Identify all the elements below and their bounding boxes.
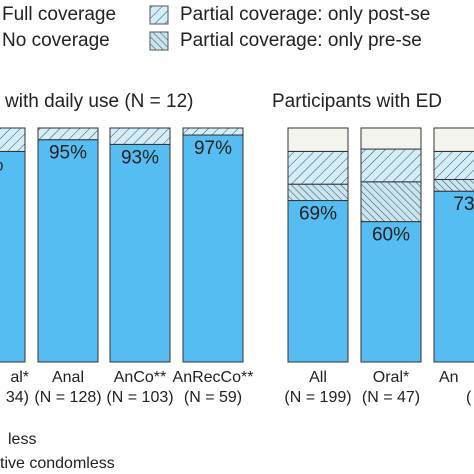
bar-hatch — [361, 149, 421, 182]
bar-segment — [38, 139, 98, 362]
value-label: 93% — [121, 147, 159, 168]
x-tick-n: (N = 128) — [34, 389, 101, 406]
bar-hatch — [110, 128, 170, 145]
x-tick-label: AnRecCo** — [173, 369, 254, 386]
bar-hatch — [38, 128, 98, 140]
x-tick-n: (N = 47) — [362, 389, 420, 406]
legend-label: No coverage — [2, 30, 110, 51]
legend-label: Full coverage — [2, 4, 116, 25]
bar-outline — [37, 127, 99, 141]
value-label: 95% — [49, 143, 87, 164]
x-tick-n: 34) — [6, 389, 29, 406]
bar-hatch — [361, 181, 421, 222]
bar-segment — [288, 128, 348, 152]
x-tick-n: ( — [466, 389, 472, 406]
bar-outline — [433, 127, 474, 152]
bar-outline — [109, 127, 171, 145]
x-tick-n: (N = 59) — [184, 389, 242, 406]
footnote: less — [8, 431, 36, 448]
bar-hatch — [434, 151, 474, 180]
bar-hatch — [183, 128, 243, 136]
bar-hatch — [434, 179, 474, 192]
bar-hatch — [288, 151, 348, 185]
bar-outline — [287, 127, 349, 152]
x-tick-label: al* — [10, 369, 29, 386]
bar-hatch — [0, 128, 25, 152]
footnote: tive condomless — [0, 455, 115, 472]
value-label: % — [0, 154, 4, 175]
legend-hatch — [149, 5, 169, 25]
bar-segment — [183, 135, 243, 362]
x-tick-label: An — [439, 369, 459, 386]
bar-hatch — [288, 184, 348, 201]
bar-outline — [360, 127, 422, 150]
bar-outline — [0, 150, 26, 363]
bar-outline — [182, 127, 244, 136]
value-label: 69% — [299, 204, 337, 225]
bar-segment — [288, 200, 348, 362]
legend-label: Partial coverage: only pre-se — [180, 30, 422, 51]
x-tick-label: Anal — [52, 369, 84, 386]
legend-hatch — [149, 31, 169, 51]
bar-segment — [361, 128, 421, 150]
value-label: 97% — [194, 138, 232, 159]
panel-title: with daily use (N = 12) — [4, 91, 194, 112]
bar-outline — [0, 127, 26, 152]
x-tick-n: (N = 199) — [284, 389, 351, 406]
bar-segment — [361, 221, 421, 362]
bar-segment — [434, 191, 474, 362]
x-tick-n: (N = 103) — [106, 389, 173, 406]
panel-title: Participants with ED — [272, 91, 442, 112]
bar-segment — [110, 144, 170, 362]
legend-label: Partial coverage: only post-se — [180, 4, 430, 25]
x-tick-label: Oral* — [373, 369, 409, 386]
x-tick-label: AnCo** — [114, 369, 166, 386]
x-tick-label: All — [309, 369, 327, 386]
value-label: 60% — [372, 225, 410, 246]
bar-segment — [434, 128, 474, 152]
value-label: 73 — [453, 194, 474, 215]
bar-segment — [0, 151, 25, 362]
